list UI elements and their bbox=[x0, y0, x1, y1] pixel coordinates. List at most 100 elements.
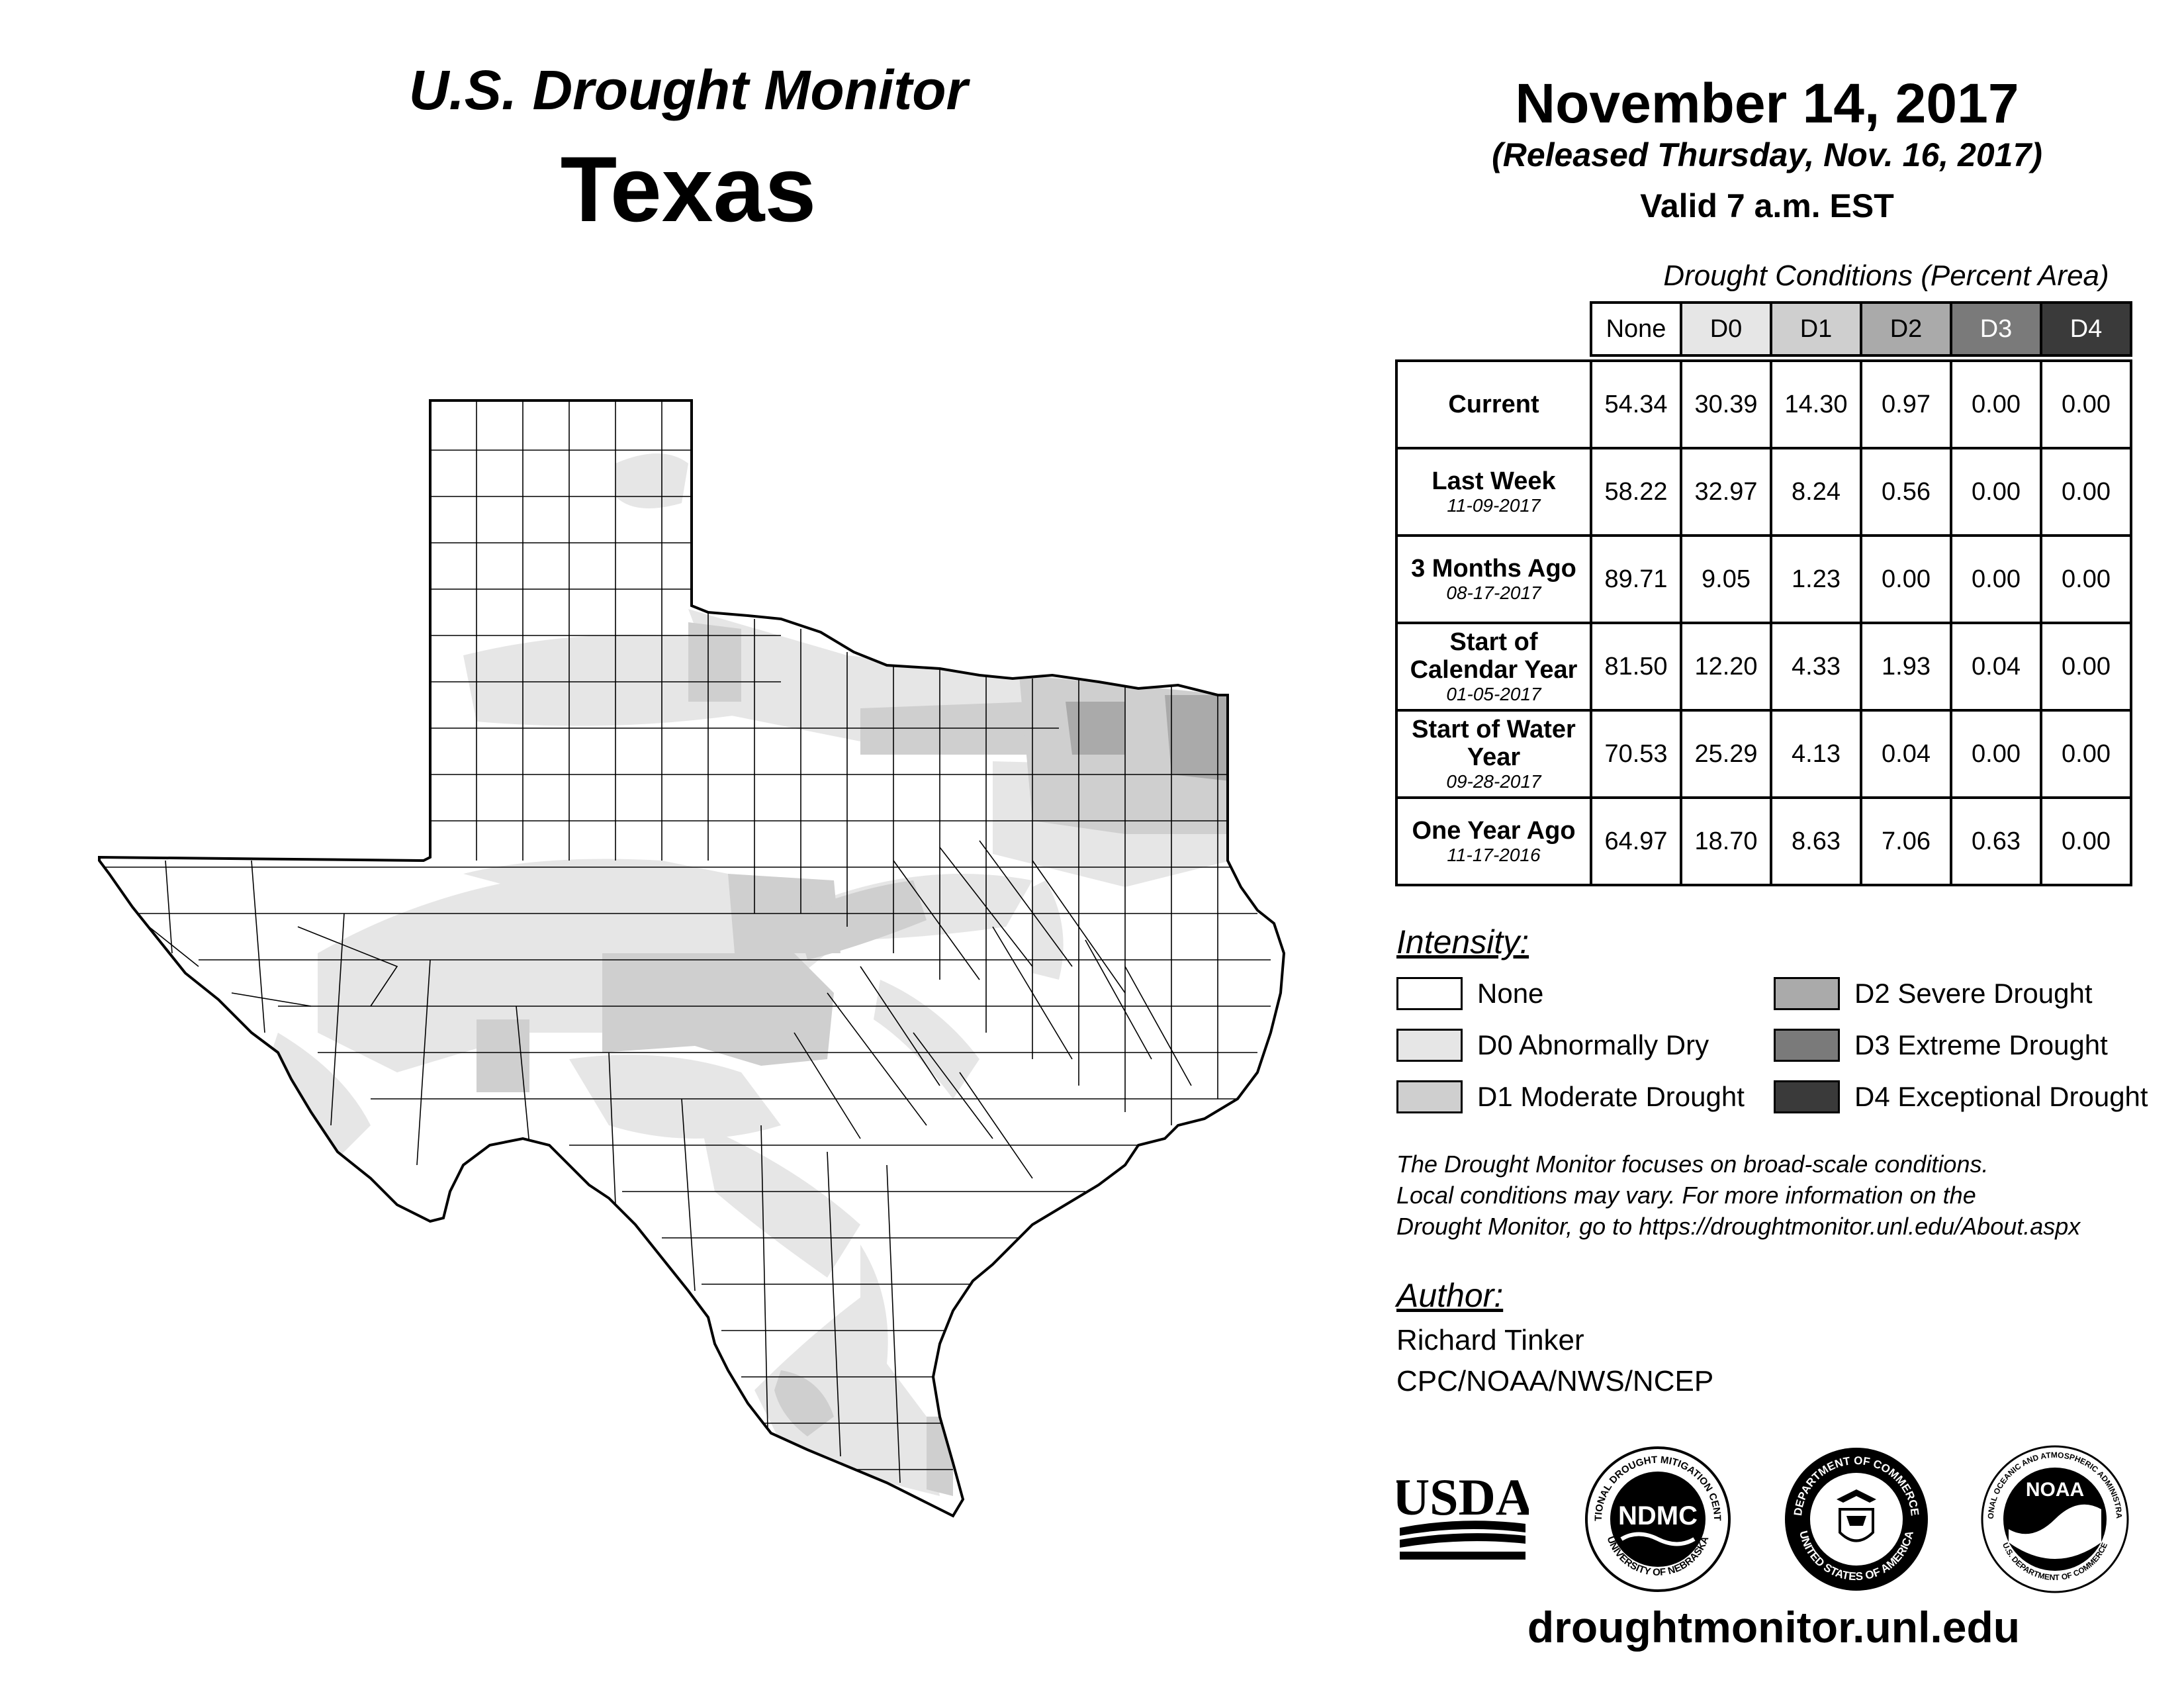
ndmc-logo-text: NDMC bbox=[1618, 1501, 1698, 1530]
header-blank-cell bbox=[1396, 303, 1591, 355]
table-cell: 32.97 bbox=[1680, 447, 1772, 537]
intensity-legend-title: Intensity: bbox=[1396, 923, 1529, 961]
table-cell: 8.63 bbox=[1770, 796, 1862, 886]
noaa-logo-text: NOAA bbox=[2026, 1479, 2084, 1501]
legend-label: None bbox=[1477, 978, 1544, 1009]
state-title: Texas bbox=[560, 137, 817, 241]
release-date: (Released Thursday, Nov. 16, 2017) bbox=[1492, 136, 2042, 173]
table-cell: 0.00 bbox=[2040, 622, 2132, 712]
legend-item-d2: D2 Severe Drought bbox=[1774, 977, 2093, 1010]
table-cell: 7.06 bbox=[1860, 796, 1952, 886]
row-label: One Year Ago 11-17-2016 bbox=[1395, 796, 1592, 886]
row-label: Last Week 11-09-2017 bbox=[1395, 447, 1592, 537]
table-cell: 0.00 bbox=[1950, 534, 2042, 624]
legend-swatch bbox=[1774, 1029, 1840, 1062]
row-label: 3 Months Ago 08-17-2017 bbox=[1395, 534, 1592, 624]
legend-item-d0: D0 Abnormally Dry bbox=[1396, 1029, 1709, 1062]
table-cell: 14.30 bbox=[1770, 359, 1862, 449]
legend-label: D4 Exceptional Drought bbox=[1854, 1081, 2148, 1112]
usda-logo-text: USDA bbox=[1396, 1468, 1529, 1526]
legend-label: D0 Abnormally Dry bbox=[1477, 1029, 1709, 1060]
table-row: One Year Ago 11-17-2016 64.97 18.70 8.63 … bbox=[1395, 796, 2132, 886]
note-line: The Drought Monitor focuses on broad-sca… bbox=[1396, 1150, 1989, 1178]
table-cell: 0.04 bbox=[1860, 709, 1952, 799]
d2-area bbox=[1066, 695, 1231, 781]
table-cell: 0.04 bbox=[1950, 622, 2042, 712]
row-label: Current bbox=[1395, 359, 1592, 449]
legend-item-d3: D3 Extreme Drought bbox=[1774, 1029, 2108, 1062]
table-cell: 0.00 bbox=[2040, 447, 2132, 537]
table-cell: 58.22 bbox=[1590, 447, 1682, 537]
table-cell: 89.71 bbox=[1590, 534, 1682, 624]
map-date: November 14, 2017 bbox=[1515, 72, 2019, 134]
table-cell: 1.93 bbox=[1860, 622, 1952, 712]
table-cell: 70.53 bbox=[1590, 709, 1682, 799]
table-row: Current 54.34 30.39 14.30 0.97 0.00 0.00 bbox=[1395, 359, 2132, 449]
eagle-icon bbox=[1837, 1489, 1876, 1503]
table-row: 3 Months Ago 08-17-2017 89.71 9.05 1.23 0… bbox=[1395, 534, 2132, 624]
website-url[interactable]: droughtmonitor.unl.edu bbox=[1527, 1603, 2021, 1652]
county-borders bbox=[99, 400, 1271, 1483]
table-cell: 9.05 bbox=[1680, 534, 1772, 624]
table-cell: 18.70 bbox=[1680, 796, 1772, 886]
legend-swatch bbox=[1396, 977, 1463, 1010]
table-row: Last Week 11-09-2017 58.22 32.97 8.24 0.5… bbox=[1395, 447, 2132, 537]
usda-logo: USDA bbox=[1396, 1468, 1529, 1560]
table-cell: 30.39 bbox=[1680, 359, 1772, 449]
map-title: U.S. Drought Monitor bbox=[408, 59, 968, 121]
col-header-d4: D4 bbox=[2040, 301, 2132, 357]
table-cell: 81.50 bbox=[1590, 622, 1682, 712]
table-header-row: None D0 D1 D2 D3 D4 bbox=[1396, 301, 2132, 357]
table-cell: 4.33 bbox=[1770, 622, 1862, 712]
table-cell: 64.97 bbox=[1590, 796, 1682, 886]
legend-swatch bbox=[1774, 977, 1840, 1010]
author-organization: CPC/NOAA/NWS/NCEP bbox=[1396, 1365, 1714, 1397]
col-header-d0: D0 bbox=[1680, 301, 1772, 357]
legend-swatch bbox=[1396, 1080, 1463, 1113]
legend-swatch bbox=[1774, 1080, 1840, 1113]
table-cell: 1.23 bbox=[1770, 534, 1862, 624]
legend-label: D1 Moderate Drought bbox=[1477, 1081, 1745, 1112]
noaa-logo: NATIONAL OCEANIC AND ATMOSPHERIC ADMINIS… bbox=[1979, 1443, 2129, 1593]
texas-outline bbox=[98, 399, 1286, 1518]
table-cell: 54.34 bbox=[1590, 359, 1682, 449]
table-cell: 12.20 bbox=[1680, 622, 1772, 712]
table-cell: 0.00 bbox=[1950, 709, 2042, 799]
table-cell: 0.00 bbox=[1950, 447, 2042, 537]
col-header-d2: D2 bbox=[1860, 301, 1952, 357]
table-cell: 0.00 bbox=[2040, 534, 2132, 624]
note-line: Drought Monitor, go to https://droughtmo… bbox=[1396, 1213, 2081, 1240]
drought-conditions-table: None D0 D1 D2 D3 D4 Current 54.34 30.39 … bbox=[1395, 301, 2132, 886]
table-cell: 0.00 bbox=[1860, 534, 1952, 624]
table-cell: 0.00 bbox=[2040, 709, 2132, 799]
shield-icon bbox=[1839, 1508, 1874, 1542]
table-row: Start of Calendar Year 01-05-2017 81.50 1… bbox=[1395, 622, 2132, 712]
table-cell: 0.00 bbox=[1950, 359, 2042, 449]
table-cell: 0.63 bbox=[1950, 796, 2042, 886]
seabird-icon bbox=[2009, 1504, 2101, 1559]
row-label: Start of Water Year 09-28-2017 bbox=[1395, 709, 1592, 799]
col-header-d3: D3 bbox=[1950, 301, 2042, 357]
author-title: Author: bbox=[1396, 1277, 1504, 1314]
legend-item-none: None bbox=[1396, 977, 1543, 1010]
table-cell: 25.29 bbox=[1680, 709, 1772, 799]
row-label: Start of Calendar Year 01-05-2017 bbox=[1395, 622, 1592, 712]
disclaimer-note: The Drought Monitor focuses on broad-sca… bbox=[1396, 1149, 2158, 1242]
legend-item-d4: D4 Exceptional Drought bbox=[1774, 1080, 2148, 1113]
table-cell: 0.97 bbox=[1860, 359, 1952, 449]
table-cell: 0.56 bbox=[1860, 447, 1952, 537]
commerce-seal-logo: DEPARTMENT OF COMMERCE UNITED STATES OF … bbox=[1785, 1448, 1928, 1591]
table-cell: 8.24 bbox=[1770, 447, 1862, 537]
col-header-none: None bbox=[1590, 301, 1682, 357]
table-cell: 0.00 bbox=[2040, 796, 2132, 886]
legend-swatch bbox=[1396, 1029, 1463, 1062]
table-cell: 4.13 bbox=[1770, 709, 1862, 799]
legend-label: D3 Extreme Drought bbox=[1854, 1029, 2108, 1060]
table-cell: 0.00 bbox=[2040, 359, 2132, 449]
author-name: Richard Tinker bbox=[1396, 1324, 1584, 1356]
valid-time: Valid 7 a.m. EST bbox=[1640, 187, 1894, 224]
texas-drought-map bbox=[98, 399, 1286, 1518]
table-row: Start of Water Year 09-28-2017 70.53 25.2… bbox=[1395, 709, 2132, 799]
note-line: Local conditions may vary. For more info… bbox=[1396, 1182, 1976, 1209]
legend-item-d1: D1 Moderate Drought bbox=[1396, 1080, 1745, 1113]
